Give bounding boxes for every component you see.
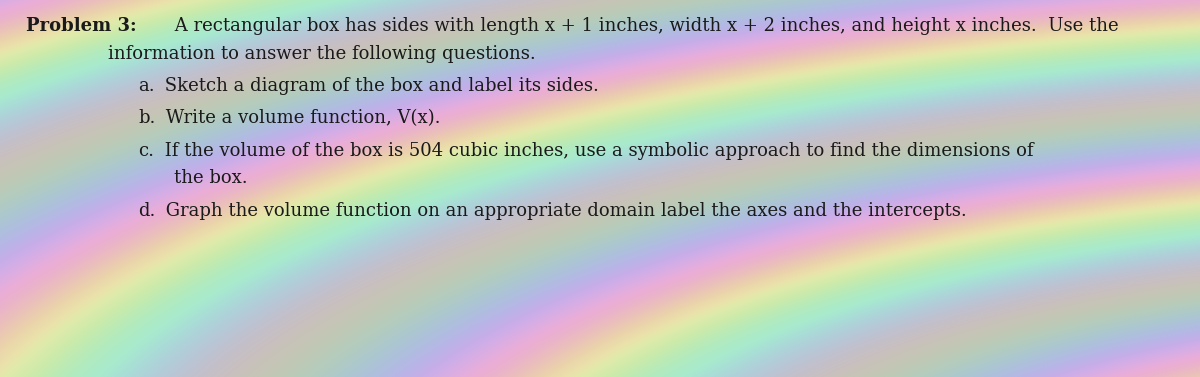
Text: Sketch a diagram of the box and label its sides.: Sketch a diagram of the box and label it… [160, 77, 599, 95]
Text: Graph the volume function on an appropriate domain label the axes and the interc: Graph the volume function on an appropri… [161, 202, 967, 220]
Text: a.: a. [138, 77, 155, 95]
Text: Write a volume function, V(x).: Write a volume function, V(x). [161, 109, 440, 127]
Text: If the volume of the box is 504 cubic inches, use a symbolic approach to find th: If the volume of the box is 504 cubic in… [158, 141, 1033, 159]
Text: d.: d. [138, 202, 155, 220]
Text: b.: b. [138, 109, 155, 127]
Text: A rectangular box has sides with length x + 1 inches, width x + 2 inches, and he: A rectangular box has sides with length … [169, 17, 1118, 35]
Text: c.: c. [138, 141, 154, 159]
Text: information to answer the following questions.: information to answer the following ques… [108, 45, 535, 63]
Text: the box.: the box. [174, 170, 247, 187]
Text: Problem 3:: Problem 3: [26, 17, 137, 35]
